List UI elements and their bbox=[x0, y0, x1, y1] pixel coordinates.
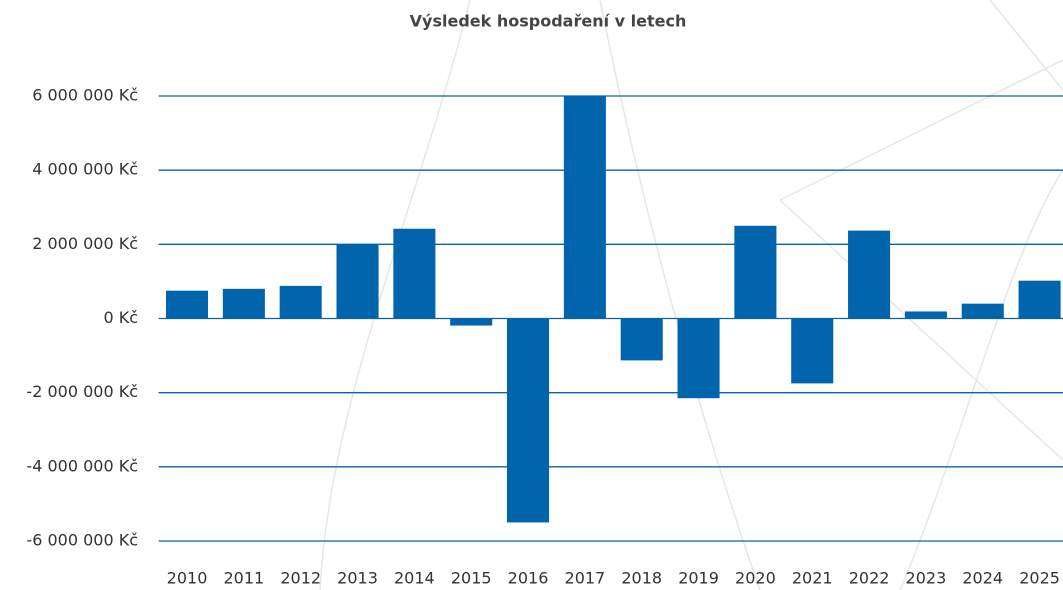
bar bbox=[961, 303, 1004, 319]
x-tick-label: 2011 bbox=[223, 569, 264, 588]
x-tick-label: 2025 bbox=[1019, 569, 1060, 588]
bar bbox=[1018, 280, 1061, 319]
x-tick-label: 2014 bbox=[394, 569, 435, 588]
chart-title: Výsledek hospodaření v letech bbox=[410, 12, 687, 31]
x-tick-label: 2021 bbox=[792, 569, 833, 588]
bar bbox=[848, 230, 891, 319]
y-tick-label: -6 000 000 Kč bbox=[26, 531, 138, 550]
bar bbox=[165, 290, 209, 319]
x-tick-label: 2020 bbox=[735, 569, 776, 588]
y-tick-label: -4 000 000 Kč bbox=[26, 456, 138, 475]
bar bbox=[563, 96, 606, 319]
x-tick-label: 2022 bbox=[849, 569, 890, 588]
bar bbox=[393, 228, 436, 319]
bar bbox=[904, 311, 947, 319]
x-tick-label: 2024 bbox=[962, 569, 1003, 588]
bar bbox=[279, 285, 322, 319]
x-tick-label: 2015 bbox=[451, 569, 492, 588]
y-tick-label: 6 000 000 Kč bbox=[32, 86, 138, 105]
bar bbox=[734, 225, 777, 319]
bar bbox=[336, 244, 379, 319]
x-tick-label: 2010 bbox=[167, 569, 208, 588]
x-tick-label: 2013 bbox=[337, 569, 378, 588]
bar bbox=[222, 288, 265, 319]
y-tick-label: 2 000 000 Kč bbox=[32, 234, 138, 253]
bar bbox=[507, 318, 550, 523]
deco-line bbox=[779, 59, 1063, 201]
deco-line bbox=[319, 0, 471, 590]
bar bbox=[450, 318, 493, 326]
background-decoration bbox=[319, 0, 1063, 590]
bar bbox=[791, 318, 834, 384]
bar bbox=[677, 318, 720, 399]
x-tick-label: 2016 bbox=[508, 569, 549, 588]
deco-line bbox=[599, 0, 761, 590]
deco-line bbox=[779, 199, 1063, 461]
deco-line bbox=[899, 169, 1063, 590]
y-tick-label: 0 Kč bbox=[103, 308, 138, 327]
deco-line bbox=[989, 0, 1063, 91]
bar bbox=[620, 318, 663, 361]
y-tick-label: -2 000 000 Kč bbox=[26, 382, 138, 401]
x-tick-label: 2012 bbox=[280, 569, 321, 588]
x-tick-label: 2017 bbox=[565, 569, 606, 588]
y-tick-label: 4 000 000 Kč bbox=[32, 160, 138, 179]
x-tick-label: 2018 bbox=[621, 569, 662, 588]
x-tick-label: 2023 bbox=[906, 569, 947, 588]
x-tick-label: 2019 bbox=[678, 569, 719, 588]
